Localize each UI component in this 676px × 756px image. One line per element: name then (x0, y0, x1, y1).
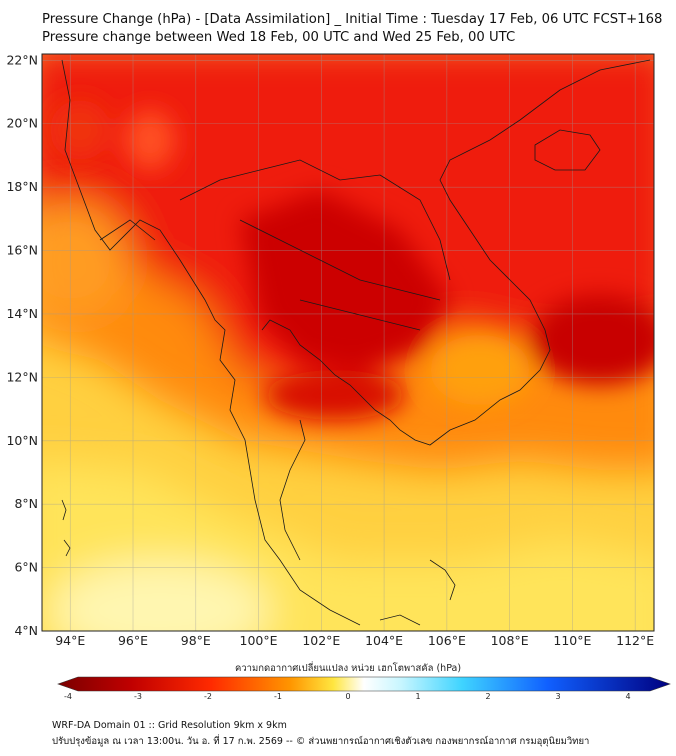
colorbar-tick-label: 1 (415, 692, 420, 701)
colorbar-tick-label: 2 (485, 692, 490, 701)
lon-label: 112°E (616, 633, 654, 648)
update-credit: ปรับปรุงข้อมูล ณ เวลา 13:00น. วัน อ. ที่… (52, 736, 590, 747)
lat-label: 10°N (6, 433, 38, 448)
colorbar-tick-label: 4 (625, 692, 630, 701)
lon-label: 108°E (491, 633, 529, 648)
colorbar-ticks: -4 -3 -2 -1 0 1 2 3 4 (64, 692, 631, 701)
lat-label: 20°N (6, 116, 38, 131)
lon-label: 104°E (365, 633, 403, 648)
lon-label: 98°E (181, 633, 211, 648)
map-subtitle: Pressure change between Wed 18 Feb, 00 U… (42, 30, 516, 45)
longitude-labels: 94°E 96°E 98°E 100°E 102°E 104°E 106°E 108°E 110… (55, 633, 654, 648)
lat-label: 8°N (14, 496, 38, 511)
lon-label: 106°E (428, 633, 466, 648)
latitude-labels: 22°N 20°N 18°N 16°N 14°N 12°N 10°N 8°N 6°N 4°N (6, 52, 38, 638)
lon-label: 102°E (302, 633, 340, 648)
colorbar-tick-label: -1 (274, 692, 282, 701)
lon-label: 100°E (240, 633, 278, 648)
colorbar-tick-label: 3 (555, 692, 560, 701)
colorbar-tick-label: -3 (134, 692, 142, 701)
colorbar-tick-label: 0 (345, 692, 350, 701)
gridlines (42, 54, 654, 631)
map-frame (41, 53, 655, 632)
lon-label: 96°E (118, 633, 148, 648)
colorbar-tick-label: -4 (64, 692, 72, 701)
lat-label: 6°N (14, 560, 38, 575)
lat-label: 4°N (14, 623, 38, 638)
lat-label: 12°N (6, 369, 38, 384)
colorbar-tick-label: -2 (204, 692, 212, 701)
map-title: Pressure Change (hPa) - [Data Assimilati… (42, 12, 663, 27)
pressure-change-map: 22°N 20°N 18°N 16°N 14°N 12°N 10°N 8°N 6°N 4°N 94… (6, 52, 671, 701)
pressure-field (42, 54, 654, 631)
lat-label: 18°N (6, 179, 38, 194)
coastlines (61, 59, 651, 626)
colorbar (57, 676, 671, 692)
lat-label: 16°N (6, 243, 38, 258)
lat-label: 22°N (6, 52, 38, 67)
colorbar-title: ความกดอากาศเปลี่ยนแปลง หน่วย เฮกโตพาสคัล… (235, 661, 461, 674)
lon-label: 94°E (55, 633, 85, 648)
lon-label: 110°E (553, 633, 591, 648)
model-info: WRF-DA Domain 01 :: Grid Resolution 9km … (52, 720, 287, 731)
lat-label: 14°N (6, 306, 38, 321)
